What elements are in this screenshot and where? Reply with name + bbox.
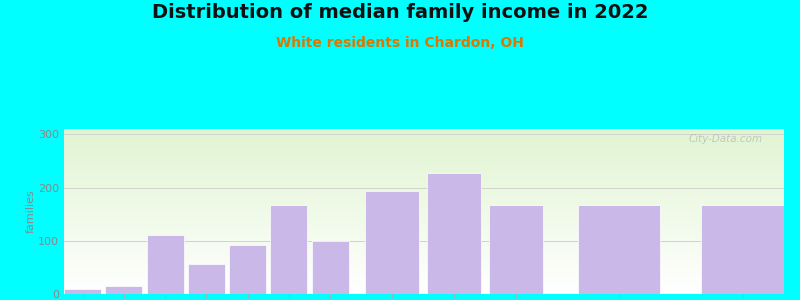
Bar (146, 236, 184, 294)
Text: Distribution of median family income in 2022: Distribution of median family income in … (152, 3, 648, 22)
Bar (702, 205, 784, 294)
Bar (229, 244, 266, 294)
Bar (427, 172, 481, 294)
Bar (578, 205, 660, 294)
Bar (106, 286, 142, 294)
Bar (270, 205, 307, 294)
Bar (366, 191, 419, 294)
Bar (188, 264, 225, 294)
Text: White residents in Chardon, OH: White residents in Chardon, OH (276, 36, 524, 50)
Bar (64, 289, 101, 294)
Y-axis label: families: families (26, 190, 35, 233)
Bar (311, 241, 349, 294)
Bar (489, 205, 542, 294)
Text: City-Data.com: City-Data.com (688, 134, 762, 144)
